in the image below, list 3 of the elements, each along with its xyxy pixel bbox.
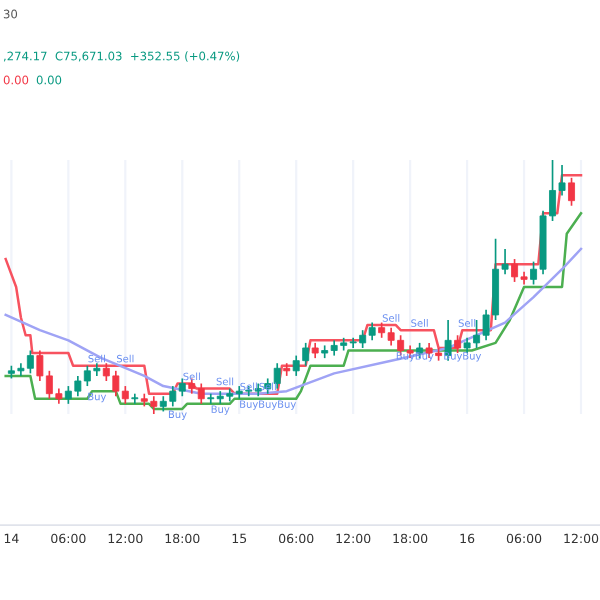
candlestick xyxy=(131,392,139,405)
candlestick xyxy=(283,362,291,377)
candlestick xyxy=(568,176,575,207)
